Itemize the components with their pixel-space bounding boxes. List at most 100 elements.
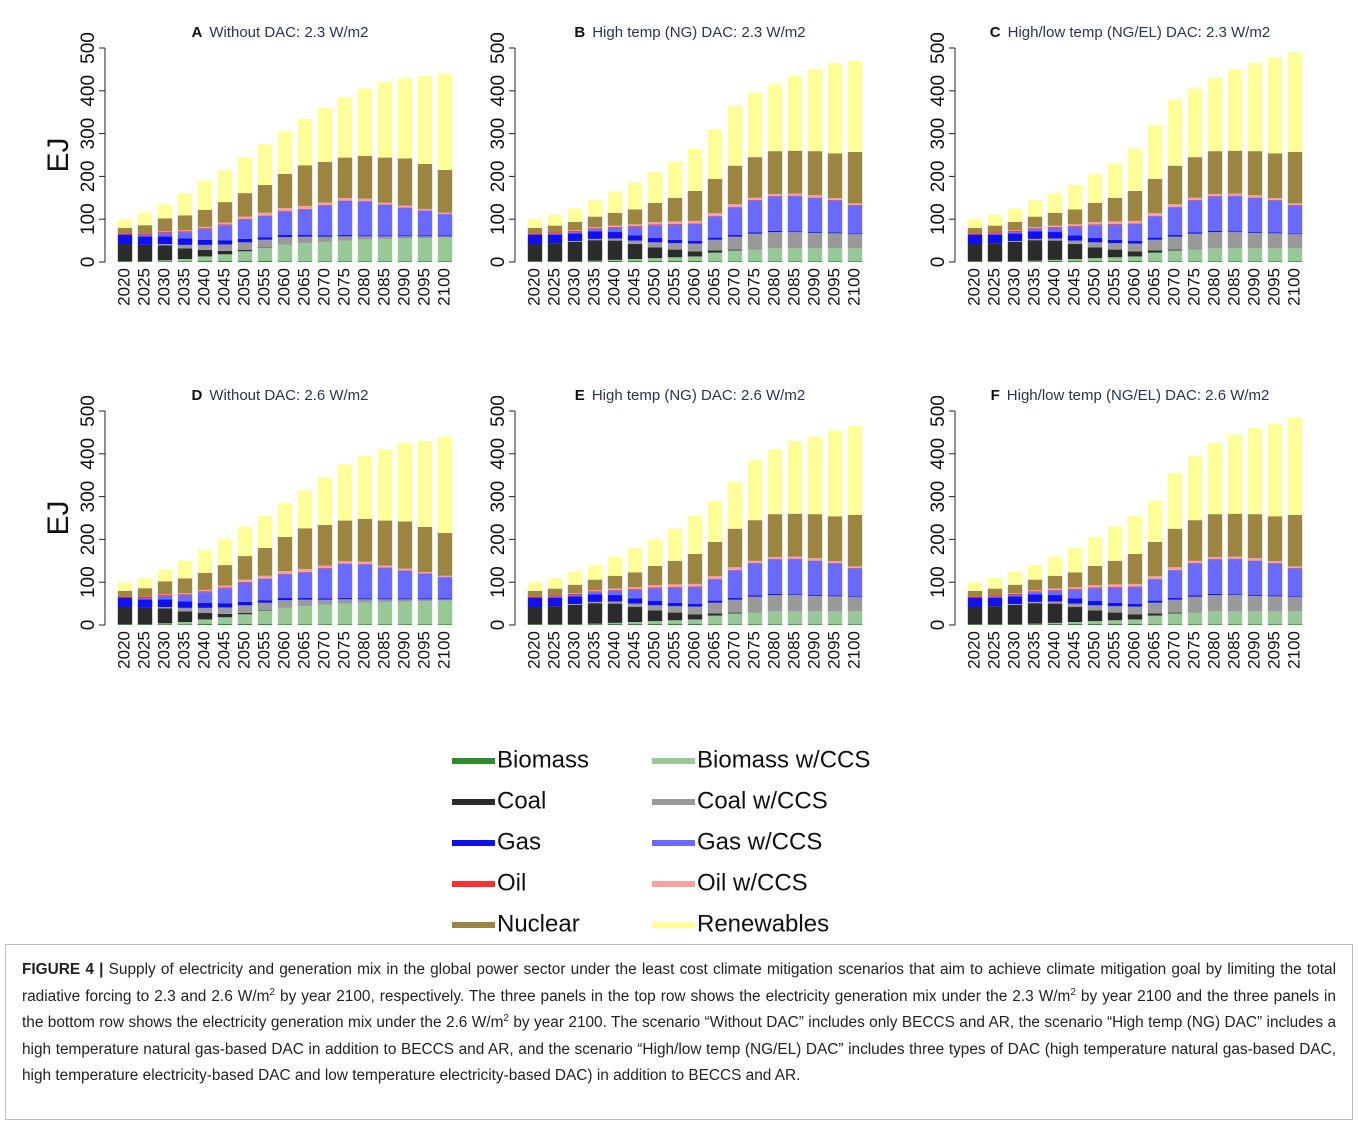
bar-segment — [647, 539, 663, 566]
bar-segment — [437, 236, 453, 238]
bar-segment — [667, 584, 683, 587]
bar-segment — [787, 231, 803, 233]
bar-segment — [1067, 572, 1083, 588]
legend-label: Coal — [497, 787, 546, 814]
bar-segment — [687, 190, 703, 221]
bar-segment — [787, 595, 803, 612]
x-tick-label: 2025 — [544, 268, 563, 306]
bar-segment — [807, 69, 823, 152]
bar-segment — [967, 233, 983, 235]
bar-segment — [1187, 455, 1203, 521]
legend-swatch — [452, 881, 495, 887]
bar-segment — [357, 155, 373, 199]
bar-segment — [1207, 230, 1223, 233]
bar-segment — [1147, 576, 1163, 579]
bar-segment — [667, 223, 683, 225]
bar-segment — [1167, 473, 1183, 529]
y-tick-label: 500 — [488, 32, 509, 64]
bar-segment — [807, 232, 823, 249]
bar-segment — [1167, 528, 1183, 568]
bar-segment — [1027, 565, 1043, 580]
bar-segment — [237, 218, 253, 220]
bar-segment — [567, 584, 583, 594]
bar-segment — [1147, 250, 1163, 253]
bar-segment — [377, 520, 393, 566]
bar-segment — [157, 594, 173, 596]
caption-text: 2 — [1070, 986, 1076, 998]
y-tick-label: 500 — [928, 32, 949, 64]
bar-segment — [137, 596, 153, 599]
bar-segment — [747, 595, 763, 597]
bar-segment — [1247, 560, 1263, 596]
bar-segment — [647, 224, 663, 226]
bar-segment — [417, 599, 433, 602]
bar-segment — [337, 603, 353, 625]
bar-segment — [967, 234, 983, 245]
bar-segment — [1127, 583, 1143, 587]
bar-segment — [117, 219, 133, 228]
bar-segment — [137, 598, 153, 600]
bar-segment — [377, 204, 393, 236]
legend-swatch — [652, 799, 695, 805]
bar-segment — [157, 244, 173, 246]
bar-segment — [607, 622, 623, 624]
bar-segment — [547, 261, 563, 262]
bar-segment — [987, 595, 1003, 597]
bar-segment — [1127, 148, 1143, 191]
bar-segment — [847, 233, 863, 235]
bar-segment — [1107, 257, 1123, 261]
bar-segment — [317, 598, 333, 600]
bar-segment — [747, 596, 763, 612]
bar-segment — [567, 595, 583, 597]
bar-segment — [687, 260, 703, 262]
y-tick-label: 500 — [488, 395, 509, 427]
bar-segment — [667, 161, 683, 198]
bar-segment — [217, 607, 233, 614]
bar-segment — [117, 596, 133, 598]
bar-segment — [337, 520, 353, 562]
y-tick-label: 300 — [928, 118, 949, 150]
bar-segment — [1247, 428, 1263, 515]
bar-segment — [137, 607, 153, 625]
bar-segment — [397, 207, 413, 236]
bar-segment — [337, 261, 353, 262]
bar-segment — [787, 611, 803, 625]
bar-segment — [687, 614, 703, 620]
x-tick-label: 2075 — [1184, 631, 1203, 669]
bar-segment — [987, 597, 1003, 607]
bar-segment — [1027, 592, 1043, 595]
x-tick-label: 2060 — [274, 268, 293, 306]
bar-segment — [647, 225, 663, 239]
bar-segment — [417, 571, 433, 574]
bar-segment — [587, 624, 603, 625]
bar-segment — [417, 573, 433, 599]
bar-segment — [567, 208, 583, 222]
x-tick-label: 2090 — [804, 268, 823, 306]
bar-segment — [707, 252, 723, 262]
bar-segment — [767, 449, 783, 515]
bar-segment — [827, 198, 843, 200]
y-tick-label: 200 — [488, 524, 509, 556]
bar-segment — [1247, 195, 1263, 198]
bar-segment — [667, 243, 683, 250]
x-tick-label: 2080 — [1204, 268, 1223, 306]
bar-segment — [437, 598, 453, 600]
bar-segment — [137, 235, 153, 237]
bar-segment — [357, 518, 373, 562]
bar-segment — [357, 261, 373, 262]
bar-segment — [987, 214, 1003, 226]
bar-segment — [647, 621, 663, 624]
bar-segment — [1127, 606, 1143, 615]
bar-segment — [217, 585, 233, 588]
bar-segment — [727, 235, 743, 237]
bar-segment — [1107, 163, 1123, 198]
bar-segment — [1227, 231, 1243, 233]
bar-segment — [1047, 595, 1063, 602]
legend-label: Nuclear — [497, 910, 580, 937]
bar-segment — [1047, 590, 1063, 596]
bar-segment — [1087, 601, 1103, 606]
bar-segment — [177, 193, 193, 216]
y-tick-label: 100 — [78, 566, 99, 598]
bar-segment — [437, 575, 453, 578]
bar-segment — [1007, 232, 1023, 234]
